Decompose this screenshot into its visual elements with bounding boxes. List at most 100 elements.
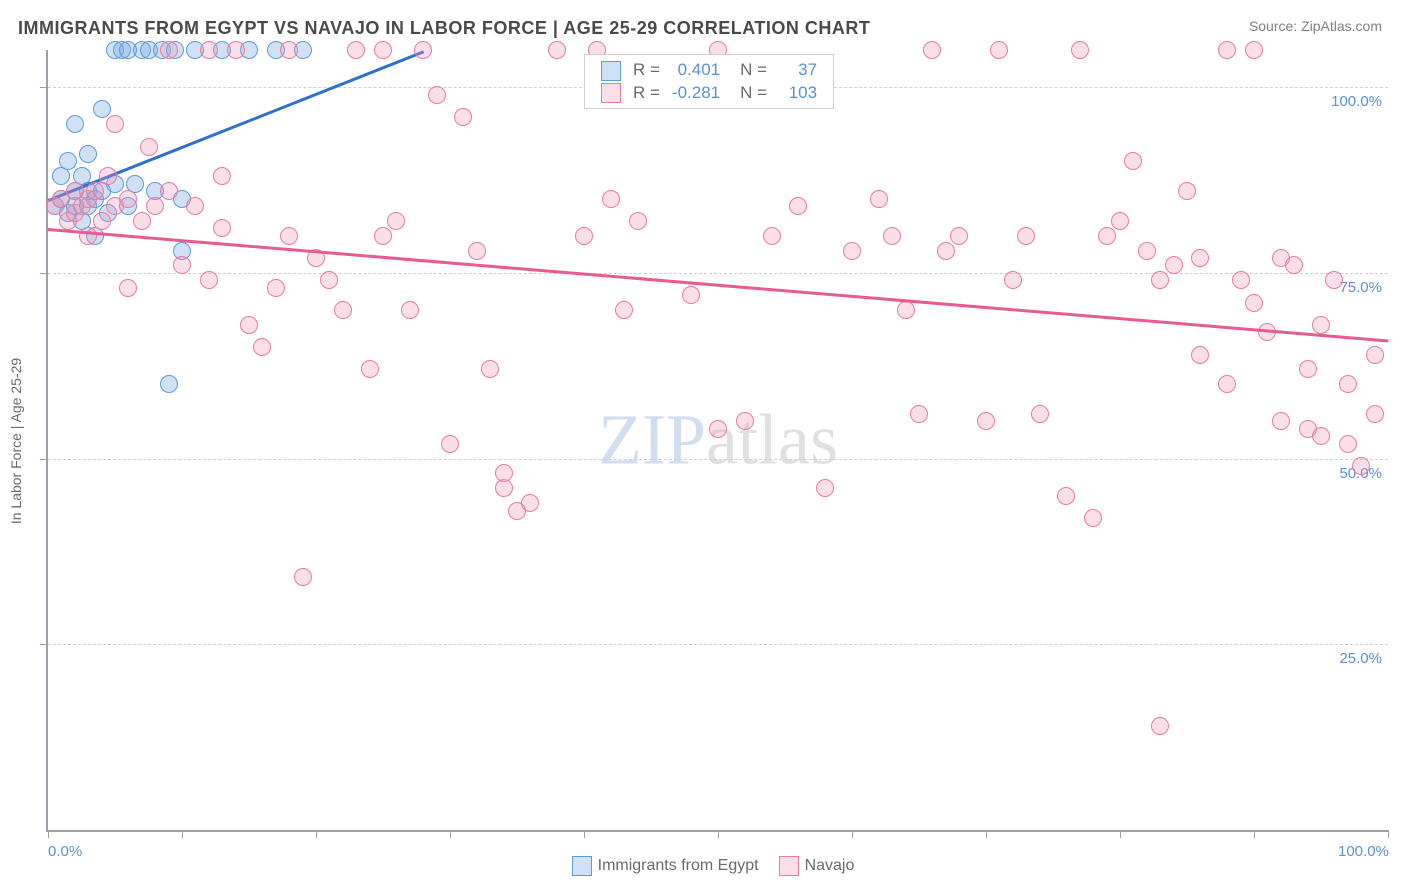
gridline-h <box>48 644 1388 645</box>
data-point-navajo <box>575 227 593 245</box>
x-tick <box>48 830 49 838</box>
data-point-navajo <box>401 301 419 319</box>
chart-title: IMMIGRANTS FROM EGYPT VS NAVAJO IN LABOR… <box>18 18 870 39</box>
data-point-navajo <box>1004 271 1022 289</box>
data-point-navajo <box>240 316 258 334</box>
y-tick <box>40 87 48 88</box>
data-point-navajo <box>548 41 566 59</box>
data-point-navajo <box>320 271 338 289</box>
data-point-navajo <box>334 301 352 319</box>
y-tick-label: 100.0% <box>1331 93 1382 110</box>
data-point-navajo <box>763 227 781 245</box>
data-point-navajo <box>213 167 231 185</box>
data-point-navajo <box>374 41 392 59</box>
x-tick <box>584 830 585 838</box>
data-point-navajo <box>682 286 700 304</box>
data-point-navajo <box>736 412 754 430</box>
y-axis-label: In Labor Force | Age 25-29 <box>8 358 24 524</box>
data-point-navajo <box>883 227 901 245</box>
data-point-navajo <box>629 212 647 230</box>
data-point-navajo <box>1017 227 1035 245</box>
data-point-navajo <box>1218 375 1236 393</box>
data-point-navajo <box>1325 271 1343 289</box>
data-point-navajo <box>347 41 365 59</box>
data-point-navajo <box>119 279 137 297</box>
data-point-navajo <box>910 405 928 423</box>
x-tick <box>182 830 183 838</box>
data-point-navajo <box>1339 435 1357 453</box>
data-point-egypt <box>93 100 111 118</box>
legend-swatch <box>601 83 621 103</box>
gridline-h <box>48 273 1388 274</box>
data-point-navajo <box>1178 182 1196 200</box>
data-point-navajo <box>227 41 245 59</box>
data-point-navajo <box>253 338 271 356</box>
data-point-navajo <box>106 115 124 133</box>
data-point-navajo <box>146 197 164 215</box>
data-point-navajo <box>481 360 499 378</box>
data-point-navajo <box>160 182 178 200</box>
data-point-navajo <box>923 41 941 59</box>
data-point-navajo <box>1071 41 1089 59</box>
data-point-navajo <box>280 227 298 245</box>
legend-swatch <box>572 856 592 876</box>
data-point-navajo <box>521 494 539 512</box>
data-point-navajo <box>468 242 486 260</box>
gridline-h <box>48 459 1388 460</box>
x-tick <box>852 830 853 838</box>
data-point-navajo <box>93 212 111 230</box>
legend-swatch <box>779 856 799 876</box>
legend-r-value: -0.281 <box>666 82 726 105</box>
data-point-navajo <box>950 227 968 245</box>
data-point-navajo <box>428 86 446 104</box>
data-point-navajo <box>1191 249 1209 267</box>
x-tick <box>1388 830 1389 838</box>
data-point-navajo <box>1339 375 1357 393</box>
legend-r-value: 0.401 <box>666 59 726 82</box>
watermark-zip: ZIP <box>598 400 706 480</box>
data-point-navajo <box>1352 457 1370 475</box>
data-point-navajo <box>1245 41 1263 59</box>
y-tick-label: 25.0% <box>1339 650 1382 667</box>
data-point-navajo <box>186 197 204 215</box>
x-tick <box>718 830 719 838</box>
y-tick <box>40 644 48 645</box>
x-tick <box>1254 830 1255 838</box>
data-point-navajo <box>709 420 727 438</box>
data-point-navajo <box>937 242 955 260</box>
data-point-navajo <box>1084 509 1102 527</box>
x-tick <box>316 830 317 838</box>
data-point-navajo <box>1272 412 1290 430</box>
x-tick <box>986 830 987 838</box>
data-point-navajo <box>1151 717 1169 735</box>
data-point-navajo <box>1366 405 1384 423</box>
data-point-navajo <box>173 256 191 274</box>
legend-bottom: Immigrants from Egypt Navajo <box>0 856 1406 876</box>
data-point-navajo <box>1245 294 1263 312</box>
data-point-navajo <box>86 182 104 200</box>
data-point-navajo <box>1124 152 1142 170</box>
data-point-navajo <box>1366 346 1384 364</box>
legend-series-label: Immigrants from Egypt <box>598 857 759 874</box>
data-point-navajo <box>897 301 915 319</box>
source-label: Source: ZipAtlas.com <box>1249 18 1382 34</box>
data-point-navajo <box>602 190 620 208</box>
data-point-navajo <box>843 242 861 260</box>
header: IMMIGRANTS FROM EGYPT VS NAVAJO IN LABOR… <box>0 0 1406 47</box>
y-tick <box>40 273 48 274</box>
data-point-navajo <box>99 167 117 185</box>
data-point-navajo <box>361 360 379 378</box>
data-point-navajo <box>789 197 807 215</box>
data-point-navajo <box>160 41 178 59</box>
data-point-navajo <box>1299 360 1317 378</box>
data-point-navajo <box>454 108 472 126</box>
data-point-navajo <box>213 219 231 237</box>
legend-series-label: Navajo <box>805 857 855 874</box>
data-point-navajo <box>387 212 405 230</box>
data-point-navajo <box>816 479 834 497</box>
y-tick <box>40 459 48 460</box>
data-point-navajo <box>280 41 298 59</box>
data-point-navajo <box>977 412 995 430</box>
legend-r-label: R = <box>627 59 666 82</box>
data-point-navajo <box>990 41 1008 59</box>
